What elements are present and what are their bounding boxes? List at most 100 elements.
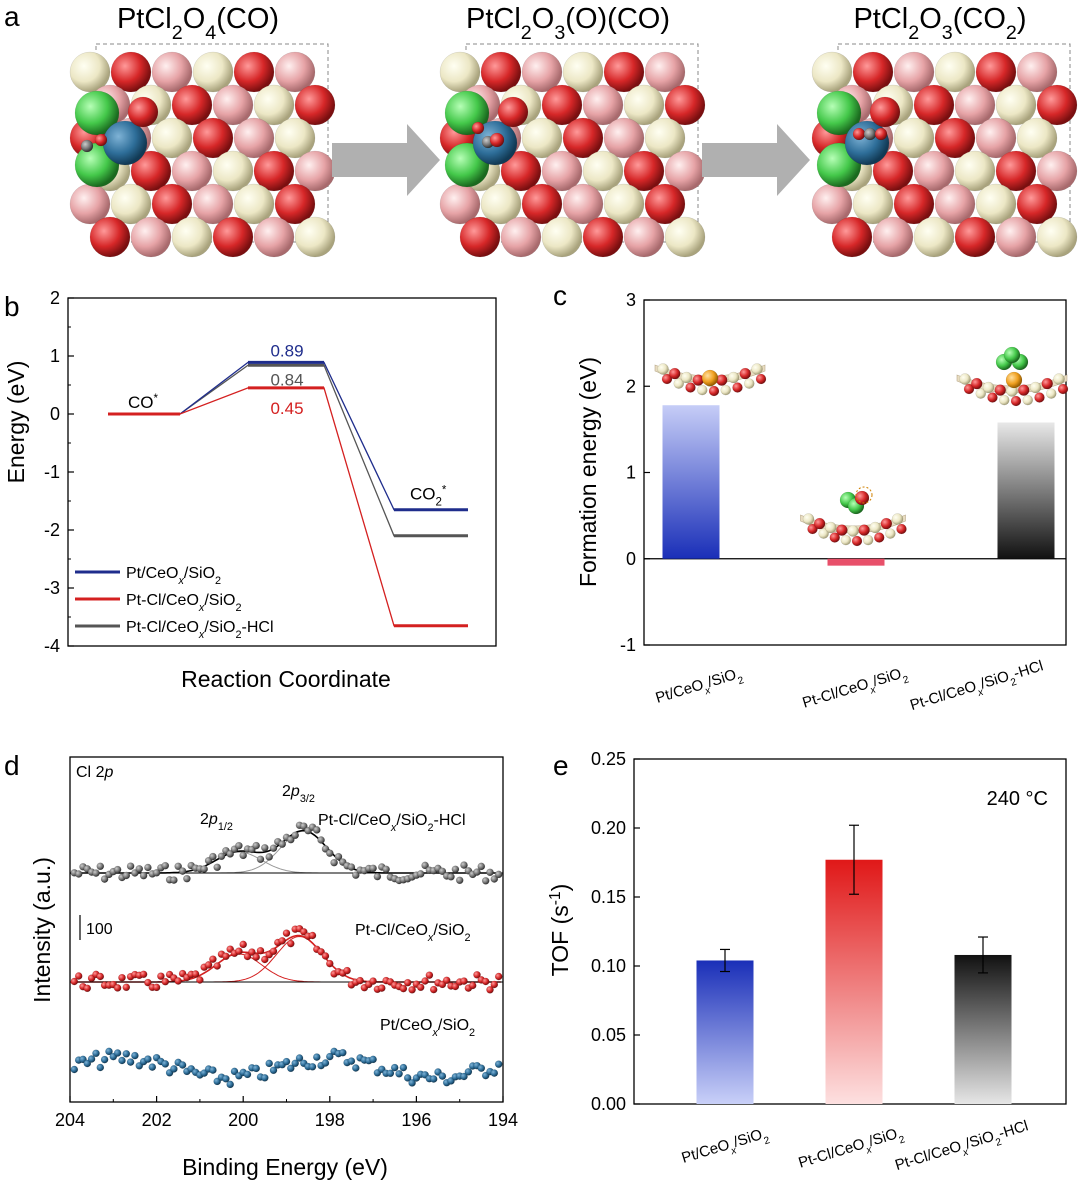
lattice-atom: [192, 51, 234, 93]
lattice-atom: [562, 183, 604, 225]
b-ts-value-label: 0.84: [270, 370, 303, 389]
text-span: 2: [521, 22, 532, 44]
d-data-point: [473, 868, 481, 876]
d-data-point: [96, 972, 105, 981]
lattice-atom: [1057, 383, 1069, 395]
arrow-icon: [332, 124, 440, 196]
d-data-point: [460, 861, 468, 869]
text-span: ): [547, 884, 573, 892]
pt-atom: [1005, 371, 1023, 389]
d-data-point: [248, 948, 256, 956]
text-span: /SiO: [963, 1128, 996, 1153]
d-data-point: [139, 970, 148, 979]
text-span: 3/2: [300, 793, 315, 805]
e-bar: [696, 960, 754, 1104]
d-data-point: [369, 864, 377, 873]
d-data-point: [369, 1055, 377, 1064]
d-x-tick-label: 198: [315, 1110, 345, 1130]
lattice-atom: [657, 363, 669, 375]
text-span: x: [198, 629, 205, 641]
d-data-point: [148, 1063, 157, 1071]
c-atom: [80, 139, 94, 153]
lattice-atom: [151, 117, 193, 159]
lattice-atom: [847, 525, 859, 537]
text-span: *: [154, 393, 159, 405]
b-state-label-initial: CO*: [128, 393, 159, 412]
d-data-point: [351, 1064, 360, 1072]
c-bar: [827, 558, 885, 566]
d-data-point: [118, 1056, 126, 1065]
text-span: PtCl: [853, 3, 908, 35]
lattice-atom: [851, 535, 863, 547]
pt-atom: [701, 369, 719, 387]
o-atom: [127, 96, 159, 128]
text-span: (CO: [953, 3, 1006, 35]
d-data-point: [325, 959, 334, 968]
e-bar: [825, 859, 883, 1104]
d-series-label: Pt-Cl/CeOx/SiO2: [355, 922, 471, 944]
text-span: 3: [942, 22, 953, 44]
d-data-point: [455, 876, 464, 885]
text-span: x: [431, 1027, 438, 1039]
lattice-atom: [110, 51, 152, 93]
b-legend-label: Pt-Cl/CeOx/SiO2-HCl: [126, 619, 274, 641]
d-data-point: [161, 977, 170, 986]
d-data-point: [100, 875, 109, 883]
d-data-point: [416, 983, 425, 992]
lattice-atom: [852, 183, 894, 225]
b-series-line: [108, 387, 468, 627]
d-data-point: [347, 1057, 356, 1065]
d-data-point: [317, 836, 325, 844]
d-data-point: [351, 871, 360, 880]
b-state-label-final: CO2*: [410, 485, 447, 509]
d-data-point: [152, 983, 161, 992]
lattice-atom: [1034, 392, 1045, 403]
lattice-atom: [1016, 183, 1058, 225]
d-x-tick-label: 194: [488, 1110, 518, 1130]
d-peak-label: 2p3/2: [282, 783, 315, 805]
d-data-point: [70, 1065, 79, 1074]
d-data-point: [96, 1063, 105, 1072]
d-data-point: [269, 844, 278, 853]
d-data-point: [183, 874, 191, 883]
d-series: [70, 924, 503, 994]
d-data-point: [105, 1047, 113, 1056]
unit-cell-outline: [95, 43, 329, 243]
c-inset-pt: [654, 363, 767, 397]
d-x-tick-label: 196: [401, 1110, 431, 1130]
text-span: 2: [282, 783, 291, 800]
panel-e-tof: TOF (s-1) 0.00 0.05 0.10 0.15 0.20 0.25 Pt/CeO…: [547, 749, 1067, 1174]
lattice-atom: [1053, 373, 1065, 385]
b-y-tick-label: -3: [44, 578, 60, 598]
lattice-atom: [751, 363, 763, 375]
d-data-point: [299, 822, 308, 831]
lattice-atom: [680, 371, 693, 384]
e-y-tick-label: 0.00: [591, 1094, 626, 1114]
d-data-point: [451, 982, 460, 991]
d-data-point: [325, 1052, 334, 1061]
d-data-point: [113, 984, 122, 992]
d-data-point: [460, 977, 468, 985]
lattice-atom: [893, 183, 935, 225]
lattice-atom: [893, 51, 935, 93]
d-data-point: [399, 984, 408, 993]
text-span: /SiO: [705, 666, 738, 691]
d-data-point: [118, 973, 126, 982]
lattice-atom: [151, 183, 193, 225]
d-data-point: [494, 870, 503, 879]
lattice-atom: [541, 84, 583, 126]
d-data-point: [395, 1069, 403, 1078]
d-data-point: [477, 862, 486, 871]
d-data-point: [178, 1061, 187, 1069]
text-span: O: [919, 3, 942, 35]
d-data-point: [70, 977, 79, 986]
lattice-atom: [253, 216, 295, 258]
lattice-atom: [130, 216, 172, 258]
d-data-point: [312, 826, 321, 834]
lattice-atom: [852, 51, 894, 93]
lattice-atom: [995, 216, 1037, 258]
d-data-point: [96, 862, 105, 871]
d-data-point: [373, 872, 382, 881]
text-span: 2: [436, 497, 442, 509]
b-ts-value-label: 0.89: [270, 341, 303, 360]
